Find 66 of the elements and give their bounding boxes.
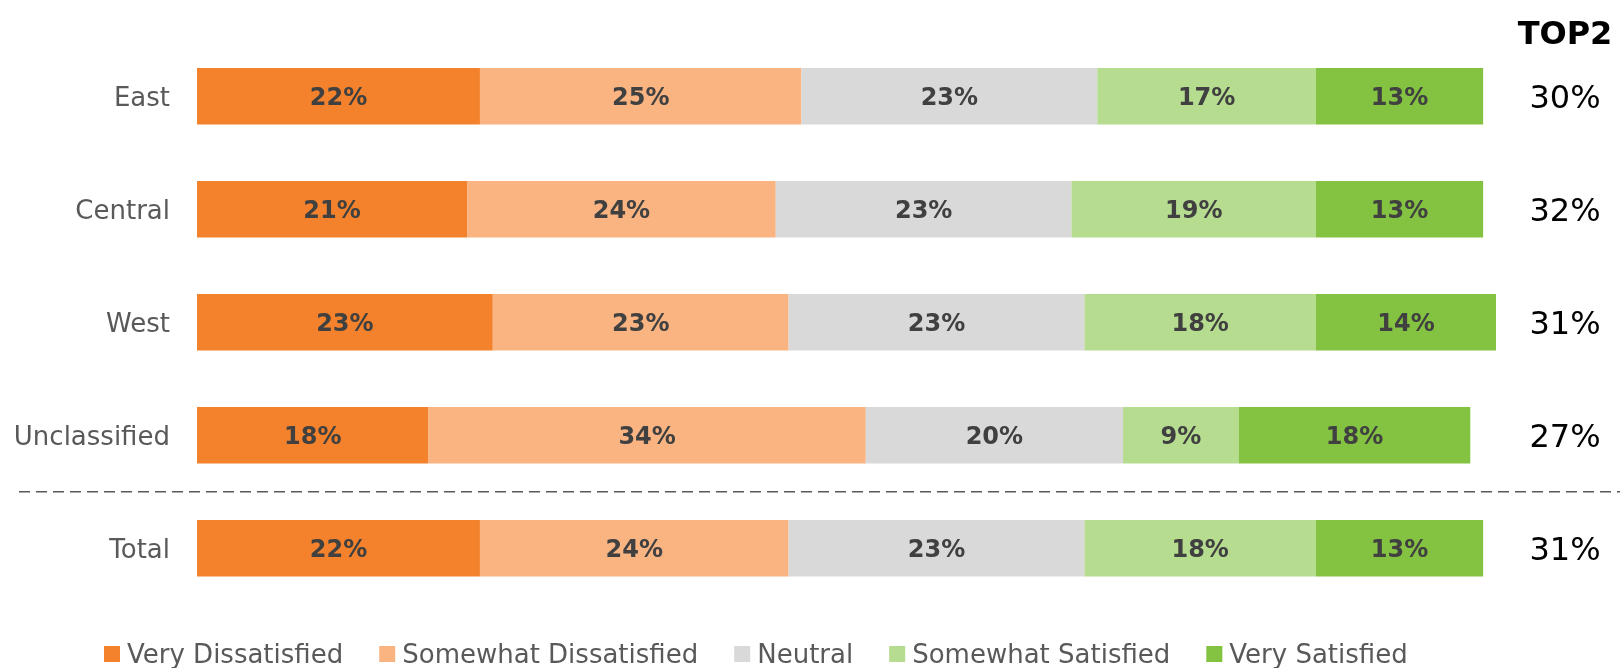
data-label: 23% <box>907 534 966 563</box>
bar <box>1315 294 1496 351</box>
data-label: 23% <box>894 195 953 224</box>
data-label: 23% <box>611 308 670 337</box>
text: 31% <box>1529 303 1601 342</box>
text: 31% <box>1529 529 1601 568</box>
bar <box>1084 520 1316 577</box>
text: TOP2 <box>1517 14 1613 52</box>
data-label: 23% <box>907 308 966 337</box>
bar <box>788 520 1085 577</box>
data-label: 18% <box>284 421 342 450</box>
data-label: 25% <box>611 82 670 111</box>
bar <box>1315 520 1484 577</box>
bar <box>865 407 1124 464</box>
data-label: 24% <box>605 534 664 563</box>
legend-label: Neutral <box>757 639 854 668</box>
text: 30% <box>1529 77 1601 116</box>
data-label: 13% <box>1370 82 1429 111</box>
text: 32% <box>1529 190 1601 229</box>
bar <box>428 407 866 464</box>
data-label: 22% <box>309 534 368 563</box>
data-label: 23% <box>316 308 374 337</box>
data-label: 9% <box>1160 421 1202 450</box>
data-label: 17% <box>1177 82 1236 111</box>
data-label: 14% <box>1377 308 1435 337</box>
bar <box>1123 407 1239 464</box>
legend-label: Somewhat Satisfied <box>912 639 1171 668</box>
bar <box>1315 181 1484 238</box>
bar <box>197 181 468 238</box>
bar <box>801 68 1098 125</box>
bar <box>788 294 1085 351</box>
bar <box>492 294 789 351</box>
bar <box>1084 294 1316 351</box>
bar <box>197 294 493 351</box>
data-label: 24% <box>592 195 651 224</box>
y-tick-label: Unclassified <box>13 420 170 451</box>
bar <box>479 68 802 125</box>
text: 27% <box>1529 416 1601 455</box>
data-label: 22% <box>309 82 368 111</box>
legend-label: Very Satisfied <box>1229 639 1408 668</box>
bar <box>1097 68 1316 125</box>
bar <box>467 181 776 238</box>
data-label: 18% <box>1171 534 1229 563</box>
bar <box>197 520 480 577</box>
y-tick-label: East <box>113 81 170 112</box>
bar <box>479 520 789 577</box>
bar <box>197 407 429 464</box>
y-tick-label: West <box>106 307 170 338</box>
data-label: 23% <box>920 82 979 111</box>
data-label: 34% <box>618 421 676 450</box>
bar <box>1238 407 1471 464</box>
y-tick-label: Central <box>75 194 170 225</box>
bar <box>775 181 1072 238</box>
legend-label: Very Dissatisfied <box>127 639 344 668</box>
data-label: 18% <box>1325 421 1384 450</box>
bar <box>1315 68 1484 125</box>
data-label: 19% <box>1165 195 1223 224</box>
bar <box>197 68 480 125</box>
data-label: 18% <box>1171 308 1229 337</box>
legend-label: Somewhat Dissatisfied <box>402 639 699 668</box>
data-label: 20% <box>965 421 1024 450</box>
data-label: 21% <box>303 195 361 224</box>
data-label: 13% <box>1370 534 1429 563</box>
data-label: 13% <box>1370 195 1429 224</box>
bar <box>1071 181 1316 238</box>
y-tick-label: Total <box>108 533 170 564</box>
